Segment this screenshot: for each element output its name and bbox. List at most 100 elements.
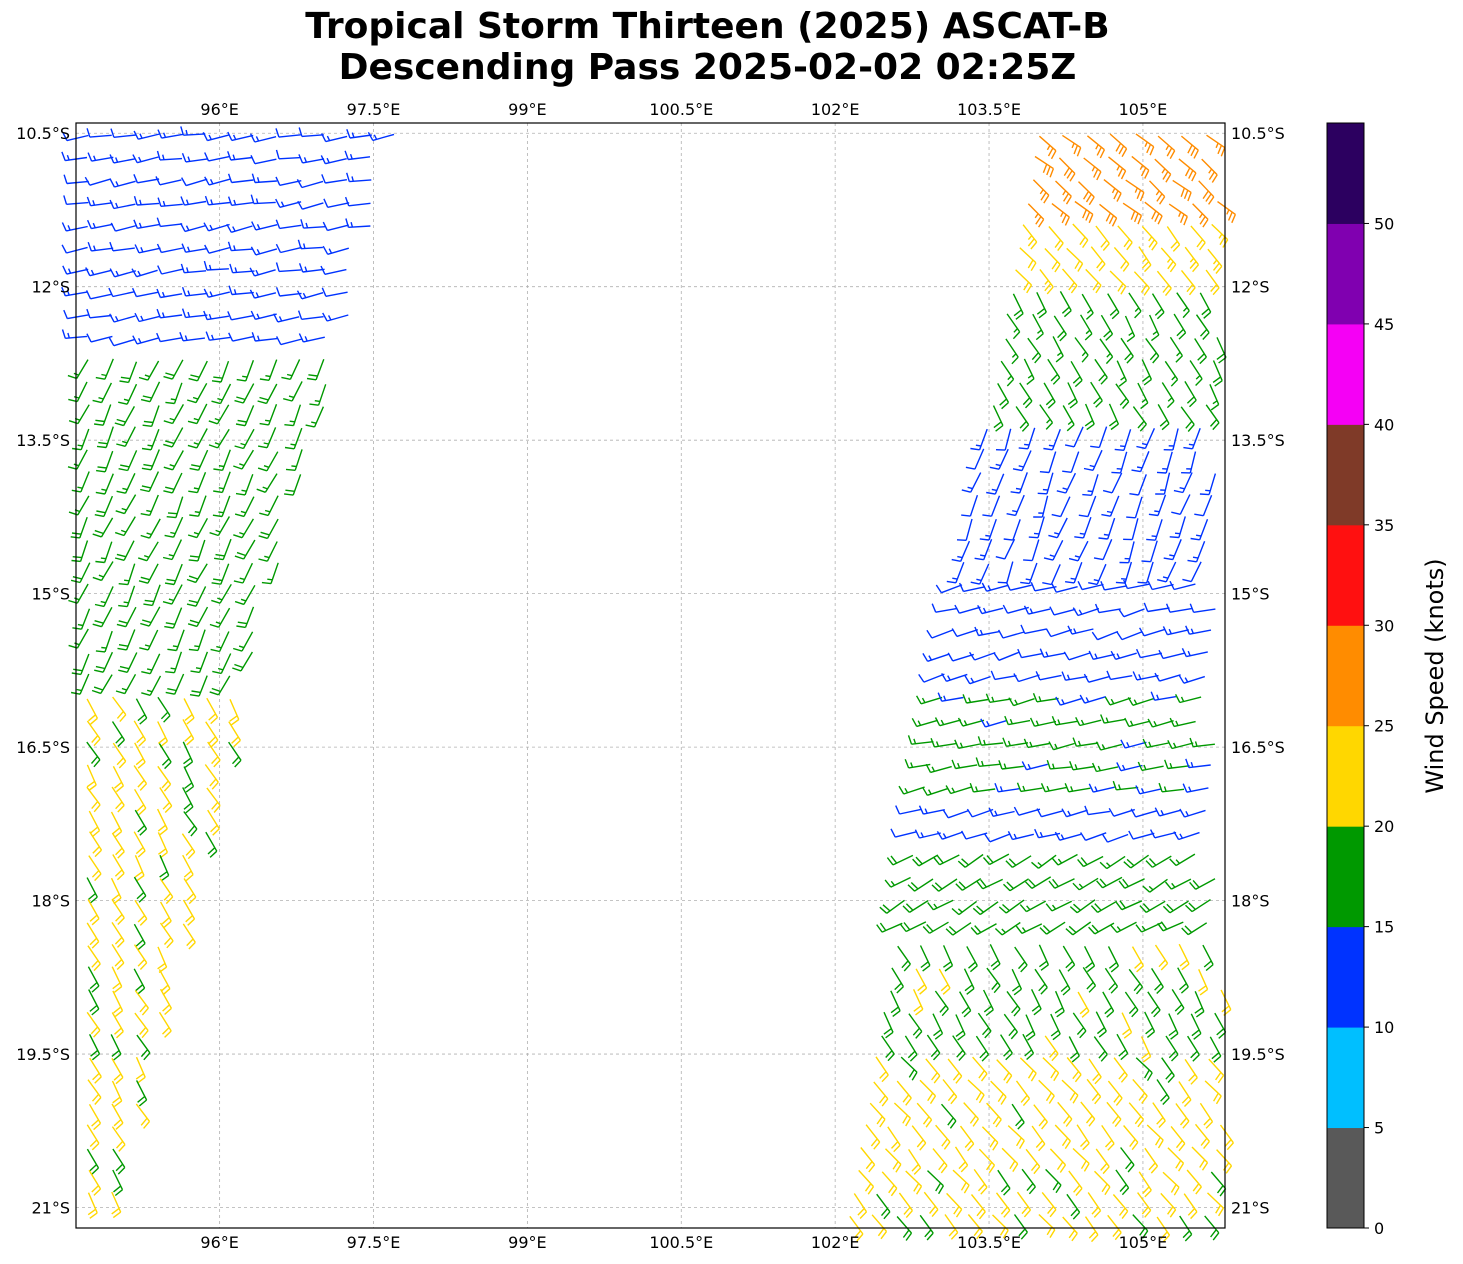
wind-barb	[236, 606, 255, 629]
wind-barb	[1151, 968, 1164, 994]
wind-barb	[163, 404, 185, 425]
wind-barb	[1154, 807, 1181, 817]
wind-barb	[1083, 945, 1096, 973]
colorbar-tick-label: 10	[1374, 1018, 1394, 1037]
wind-barb	[860, 1147, 876, 1173]
wind-barb	[1095, 741, 1123, 751]
wind-barb	[141, 449, 160, 471]
wind-barb	[893, 1102, 912, 1127]
wind-barb	[251, 332, 278, 342]
wind-barb	[179, 222, 207, 233]
wind-barb	[188, 471, 207, 494]
wind-barb	[111, 1126, 126, 1152]
wind-barb	[208, 404, 230, 425]
wind-barb	[133, 944, 148, 970]
wind-barb	[1056, 472, 1077, 494]
wind-barb	[990, 1080, 1007, 1105]
wind-barb	[927, 1170, 944, 1195]
wind-barb	[85, 267, 112, 277]
wind-barb	[1078, 495, 1097, 518]
wind-barb	[95, 358, 114, 380]
wind-barb	[1185, 758, 1211, 769]
wind-barb	[932, 1148, 948, 1174]
wind-barb	[189, 495, 207, 517]
wind-barb	[1190, 225, 1206, 251]
wind-barb	[1021, 1168, 1036, 1195]
wind-barb	[1169, 717, 1196, 728]
wind-barb	[1067, 382, 1078, 409]
wind-barb	[942, 945, 954, 972]
wind-barb	[945, 922, 972, 936]
wind-barb	[1053, 315, 1067, 342]
colorbar-tick-label: 0	[1374, 1219, 1384, 1238]
wind-barb	[1207, 248, 1223, 274]
wind-barb	[1069, 899, 1096, 914]
wind-barb	[229, 699, 240, 726]
wind-barb	[1119, 541, 1135, 564]
wind-barb	[887, 1126, 901, 1153]
wind-barb	[281, 359, 301, 380]
wind-barb	[1074, 200, 1094, 224]
wind-barb	[142, 405, 160, 427]
wind-barb	[1005, 581, 1032, 591]
wind-barb	[95, 630, 113, 653]
wind-barb	[1217, 201, 1237, 224]
wind-barb	[86, 1011, 101, 1038]
wind-barb	[912, 854, 939, 867]
wind-barb	[213, 471, 231, 494]
wind-barb	[204, 764, 219, 790]
wind-barb	[63, 309, 90, 320]
wind-barb	[1166, 226, 1181, 252]
wind-barb	[993, 651, 1020, 661]
x-tick-label: 99°E	[508, 100, 546, 119]
wind-barb	[1021, 761, 1048, 771]
wind-barb	[927, 899, 954, 911]
wind-barb	[1184, 246, 1200, 273]
colorbar-tick-label: 35	[1374, 516, 1394, 535]
wind-barb	[1123, 1125, 1139, 1151]
wind-barb	[1019, 900, 1047, 913]
wind-barb	[108, 337, 136, 347]
wind-barb	[1039, 451, 1057, 474]
wind-barb	[980, 718, 1007, 728]
wind-barb	[1065, 921, 1092, 936]
wind-barb	[1204, 1215, 1220, 1241]
wind-barb	[158, 1011, 172, 1038]
wind-barb	[1057, 1101, 1073, 1127]
wind-barb	[133, 831, 146, 858]
wind-barb	[118, 450, 138, 472]
y-tick-label: 18°S	[31, 892, 70, 911]
wind-barb	[305, 406, 325, 428]
wind-barb	[135, 1103, 151, 1129]
wind-barb	[997, 561, 1014, 584]
wind-barb	[1090, 900, 1118, 914]
wind-barb	[133, 130, 160, 140]
wind-barb	[1164, 878, 1192, 890]
wind-barb	[1160, 1192, 1177, 1218]
wind-barb	[1039, 648, 1066, 658]
wind-barb	[227, 131, 254, 142]
wind-barb	[1032, 692, 1059, 703]
wind-barb	[1167, 1147, 1185, 1172]
wind-barb	[227, 311, 254, 321]
wind-barb	[1190, 518, 1209, 541]
wind-barb	[1118, 878, 1145, 889]
wind-barb	[885, 1148, 902, 1173]
wind-barb	[68, 495, 90, 516]
wind-barb	[1156, 270, 1172, 297]
wind-barb	[1116, 360, 1128, 387]
wind-barb	[931, 878, 958, 892]
wind-barb	[954, 1146, 969, 1173]
wind-barb	[63, 174, 89, 185]
wind-barb	[995, 538, 1016, 560]
wind-barb	[189, 449, 209, 471]
wind-barb	[1116, 630, 1143, 641]
wind-barb	[72, 608, 91, 630]
wind-barb	[209, 675, 231, 696]
wind-barb	[183, 698, 195, 725]
wind-barb	[1192, 203, 1209, 228]
wind-barb	[1102, 991, 1115, 1018]
wind-barb	[849, 1215, 864, 1242]
wind-barbs	[61, 126, 1237, 1243]
wind-barb	[182, 854, 194, 882]
